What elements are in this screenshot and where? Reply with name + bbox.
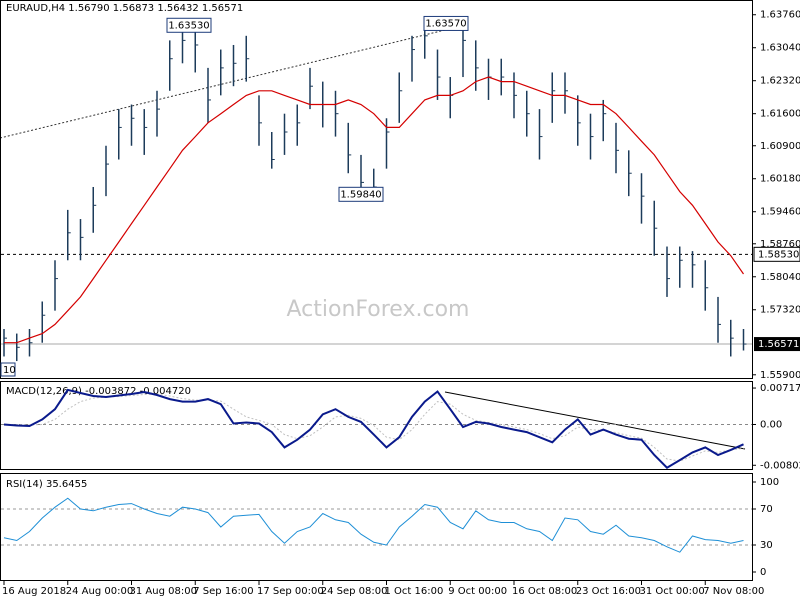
y-tick-label: 1.63760 [760, 10, 800, 21]
x-tick-label: 9 Oct 00:00 [448, 586, 507, 597]
y-tick-label: 1.60180 [760, 174, 800, 185]
x-tick-label: 31 Aug 08:00 [130, 586, 197, 597]
annotation-label: 1.59840 [340, 189, 381, 200]
x-tick-label: 24 Sep 08:00 [321, 586, 388, 597]
line-series [3, 388, 744, 469]
corner-label: 10 [3, 365, 16, 376]
y-tick-label: 0.00717 [760, 383, 800, 394]
x-tick-label: 24 Aug 00:00 [66, 586, 133, 597]
y-tick-label: 1.59460 [760, 207, 800, 218]
line-series [3, 497, 744, 553]
x-tick-label: 7 Nov 08:00 [703, 586, 764, 597]
chart-title: EURAUD,H4 1.56790 1.56873 1.56432 1.5657… [6, 3, 243, 14]
y-tick-label: 1.57320 [760, 305, 800, 316]
x-tick-label: 1 Oct 16:00 [385, 586, 444, 597]
x-tick-label: 7 Sep 16:00 [193, 586, 253, 597]
x-tick-label: 17 Sep 00:00 [257, 586, 324, 597]
y-tick-label: 0.00 [760, 419, 782, 430]
y-tick-label: 1.62320 [760, 76, 800, 87]
corner-label-box [0, 362, 16, 377]
x-tick-label: 23 Oct 16:00 [576, 586, 641, 597]
x-tick-label: 16 Oct 08:00 [512, 586, 577, 597]
y-tick-label: 1.63040 [760, 43, 800, 54]
y-tick-label: 1.58760 [760, 239, 800, 250]
line-series [4, 76, 744, 344]
y-tick-label: 1.61600 [760, 109, 800, 120]
y-tick-label: 0 [760, 567, 766, 578]
annotation-label: 1.63570 [425, 18, 466, 29]
x-tick-label: 16 Aug 2018 [2, 586, 66, 597]
y-tick-label: -0.008027 [760, 460, 800, 471]
annotation-box [338, 186, 384, 202]
level-label: 1.58530 [758, 249, 799, 260]
macd-panel-frame [0, 381, 753, 470]
last-price-label: 1.56571 [758, 339, 799, 350]
macd-trend-line [444, 391, 746, 450]
line-series [4, 393, 744, 462]
y-tick-label: 1.60900 [760, 141, 800, 152]
price-panel-frame [0, 0, 753, 379]
watermark: ActionForex.com [287, 297, 470, 322]
y-tick-label: 1.58040 [760, 272, 800, 283]
x-tick-label: 31 Oct 00:00 [640, 586, 705, 597]
level-label-box [753, 246, 800, 262]
y-tick-label: 30 [760, 540, 773, 551]
last-price-box [754, 337, 800, 352]
rsi-panel-frame [0, 473, 753, 581]
annotation-box [423, 15, 469, 31]
trend-line [0, 29, 446, 139]
macd-title: MACD(12,26,9) -0.003872 -0.004720 [6, 386, 191, 397]
y-tick-label: 1.55900 [760, 370, 800, 381]
annotation-label: 1.63530 [168, 20, 209, 31]
y-tick-label: 70 [760, 504, 773, 515]
rsi-title: RSI(14) 35.6455 [6, 479, 87, 490]
y-tick-label: 100 [760, 477, 779, 488]
annotation-box [166, 17, 212, 33]
